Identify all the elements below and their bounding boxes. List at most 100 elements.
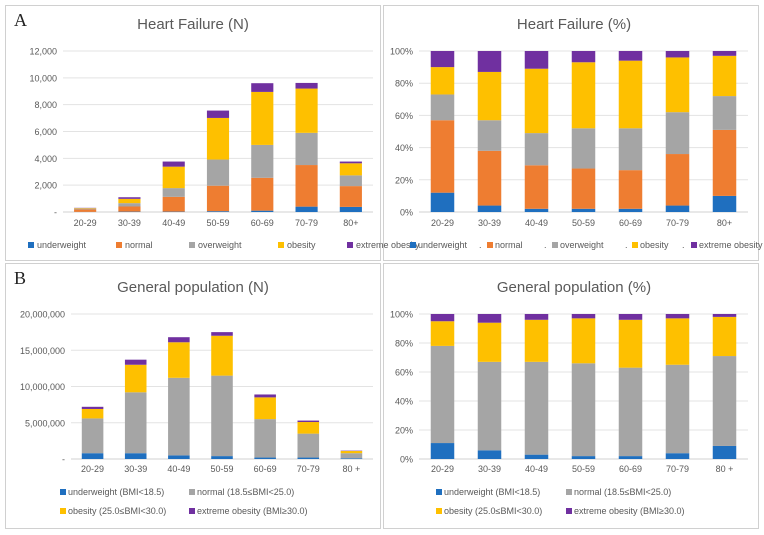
bar-segment xyxy=(712,55,737,97)
bar-segment xyxy=(571,208,596,212)
bar-segment xyxy=(477,361,502,451)
y-tick-label: 15,000,000 xyxy=(20,346,65,356)
legend-label: obesity xyxy=(640,240,669,250)
chart-title: Heart Failure (%) xyxy=(517,16,631,33)
bar-segment xyxy=(571,318,596,364)
x-tick-label: 60-69 xyxy=(251,218,274,228)
legend-swatch xyxy=(189,242,195,248)
bar-segment xyxy=(618,367,643,457)
bar-segment xyxy=(339,206,362,212)
legend-swatch xyxy=(566,489,572,495)
legend-swatch xyxy=(691,242,697,248)
bar-segment xyxy=(251,83,274,92)
bar-segment xyxy=(712,445,737,459)
legend-label: normal (18.5≤BMI<25.0) xyxy=(574,487,671,497)
bar-segment xyxy=(430,345,455,444)
legend-swatch xyxy=(116,242,122,248)
legend-swatch xyxy=(436,508,442,514)
bar-segment xyxy=(211,456,233,459)
bar-segment xyxy=(618,208,643,212)
bar-segment xyxy=(618,60,643,129)
legend-swatch xyxy=(552,242,558,248)
y-tick-label: 0% xyxy=(400,455,413,465)
bar-segment xyxy=(571,128,596,169)
bar-segment xyxy=(524,68,549,134)
legend-swatch xyxy=(278,242,284,248)
bar-segment xyxy=(524,454,549,459)
chart-title: Heart Failure (N) xyxy=(137,16,249,33)
bar-segment xyxy=(168,342,190,378)
chart-panel-gp-count xyxy=(5,263,381,529)
bar-segment xyxy=(618,314,643,320)
legend-swatch xyxy=(347,242,353,248)
bar-segment xyxy=(74,208,97,209)
bar-segment xyxy=(665,314,690,319)
bar-segment xyxy=(477,51,502,72)
legend-label: underweight xyxy=(37,240,87,250)
legend-label: normal xyxy=(495,240,523,250)
bar-segment xyxy=(339,163,362,176)
bar-segment xyxy=(477,120,502,151)
x-tick-label: 80 + xyxy=(716,464,734,474)
y-tick-label: 40% xyxy=(395,143,413,153)
x-tick-label: 40-49 xyxy=(162,218,185,228)
y-tick-label: 6,000 xyxy=(34,127,57,137)
bar-segment xyxy=(251,177,274,211)
x-tick-label: 80+ xyxy=(343,218,358,228)
x-tick-label: 20-29 xyxy=(81,464,104,474)
x-tick-label: 80 + xyxy=(343,464,361,474)
legend-swatch xyxy=(436,489,442,495)
bar-segment xyxy=(339,175,362,187)
chart-panel-hf-count xyxy=(5,5,381,261)
y-tick-label: 60% xyxy=(395,368,413,378)
bar-segment xyxy=(118,206,141,212)
panel-label-a: A xyxy=(14,10,27,30)
bar-segment xyxy=(477,314,502,323)
bar-segment xyxy=(477,71,502,121)
bar-segment xyxy=(339,161,362,164)
bar-segment xyxy=(430,51,455,68)
bar-segment xyxy=(162,161,185,167)
y-tick-label: 12,000 xyxy=(29,47,57,57)
legend-label: extreme obesity (BMI≥30.0) xyxy=(197,506,307,516)
x-tick-label: 70-79 xyxy=(295,218,318,228)
bar-segment xyxy=(295,165,318,207)
bar-segment xyxy=(251,144,274,178)
y-tick-label: 20% xyxy=(395,426,413,436)
y-tick-label: 100% xyxy=(390,47,413,57)
bar-segment xyxy=(665,112,690,155)
bar-segment xyxy=(118,198,141,204)
bar-segment xyxy=(118,197,141,199)
bar-segment xyxy=(430,67,455,95)
bar-segment xyxy=(571,314,596,319)
bar-segment xyxy=(162,166,185,189)
bar-segment xyxy=(339,186,362,207)
bar-segment xyxy=(477,205,502,212)
chart-title: General population (%) xyxy=(497,279,651,296)
bar-segment xyxy=(665,51,690,58)
legend-label: underweight (BMI<18.5) xyxy=(444,487,540,497)
y-tick-label: 80% xyxy=(395,79,413,89)
bar-segment xyxy=(124,364,147,393)
x-tick-label: 70-79 xyxy=(297,464,320,474)
y-tick-label: 2,000 xyxy=(34,181,57,191)
legend-swatch xyxy=(632,242,638,248)
panel-label-b: B xyxy=(14,268,27,288)
bar-segment xyxy=(251,91,274,145)
bar-segment xyxy=(571,168,596,209)
bar-segment xyxy=(618,128,643,171)
bar-segment xyxy=(712,316,737,357)
bar-segment xyxy=(81,418,104,454)
bar-segment xyxy=(74,209,97,212)
bar-segment xyxy=(665,318,690,365)
bar-segment xyxy=(571,62,596,129)
legend-label: normal xyxy=(125,240,153,250)
y-tick-label: - xyxy=(62,455,65,465)
bar-segment xyxy=(477,450,502,459)
legend-label: obesity (25.0≤BMI<30.0) xyxy=(444,506,542,516)
x-tick-label: 50-59 xyxy=(210,464,233,474)
bar-segment xyxy=(295,88,318,133)
bar-segment xyxy=(297,422,320,434)
bar-segment xyxy=(524,208,549,212)
